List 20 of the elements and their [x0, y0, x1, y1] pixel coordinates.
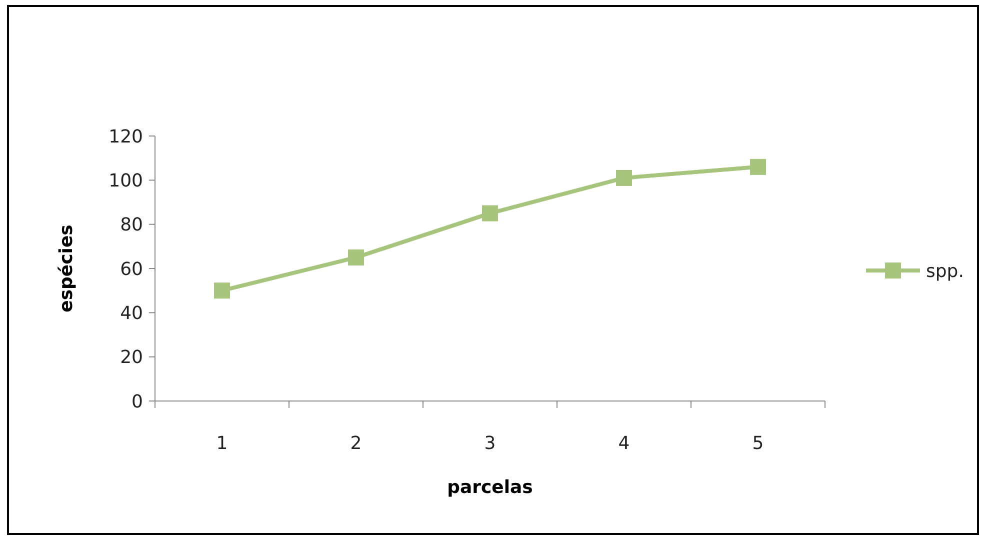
y-axis-title: espécies	[56, 224, 77, 312]
y-tick-label: 120	[108, 126, 143, 148]
x-tick-label: 3	[484, 433, 496, 454]
y-tick-label: 0	[132, 391, 143, 412]
y-tick-label: 80	[120, 214, 143, 236]
x-tick-label: 4	[618, 433, 630, 454]
point	[482, 205, 498, 222]
y-tick-label: 100	[108, 170, 143, 192]
legend-label: spp.	[926, 260, 964, 282]
x-tick-label: 2	[350, 433, 362, 454]
y-tick-label: 20	[120, 347, 143, 368]
x-tick-label: 5	[752, 433, 764, 454]
point	[616, 170, 632, 186]
point	[214, 282, 230, 299]
point	[750, 158, 766, 175]
x-axis-title: parcelas	[447, 477, 533, 498]
y-tick-label: 40	[120, 302, 143, 324]
point	[348, 249, 364, 266]
y-tick-label: 60	[120, 258, 143, 280]
x-tick-label: 1	[216, 433, 228, 454]
